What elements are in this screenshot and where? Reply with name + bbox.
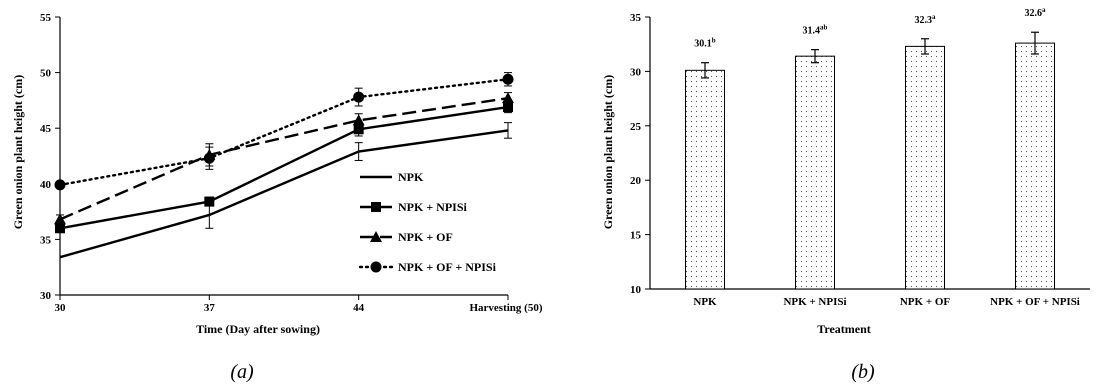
data-point — [352, 114, 365, 126]
bar-chart-panel: 10 15 20 25 30 35 30.1b NPK 31.4ab NPK + NPISi 32… — [560, 0, 1119, 392]
y-tick-label: 50 — [40, 68, 52, 80]
line-chart-ylabel: Green onion plant height (cm) — [11, 75, 25, 229]
bar — [685, 69, 725, 290]
bar-value-label: 30.1b — [694, 37, 716, 50]
line-chart-panel: 30 35 40 45 50 55 30 37 44 Harvesting (50) NPK NPK… — [11, 12, 543, 383]
legend-label: NPK + OF — [398, 230, 453, 244]
bar-group-3: 32.6a NPK + OF + NPISi — [990, 6, 1080, 308]
legend-marker — [370, 231, 382, 242]
series-3 — [54, 72, 514, 191]
bar — [1015, 42, 1055, 290]
bar-chart-ylabel: Green onion plant height (cm) — [601, 75, 615, 229]
y-tick-label: 20 — [630, 175, 642, 187]
legend-label: NPK + NPISi — [398, 200, 468, 214]
data-point — [502, 92, 514, 104]
x-tick-label: 30 — [55, 302, 67, 314]
line-chart-panel-label: (a) — [230, 361, 254, 383]
bar-value-superscript: b — [712, 37, 716, 45]
series-line — [59, 129, 509, 259]
line-chart-xlabel: Time (Day after sowing) — [196, 322, 320, 336]
legend-marker — [370, 261, 382, 273]
series-1 — [55, 101, 513, 234]
data-point — [54, 179, 66, 191]
line-chart-svg: 30 35 40 45 50 55 30 37 44 Harvesting (50) NPK NPK… — [11, 12, 543, 383]
data-point — [54, 213, 66, 225]
x-tick-label: NPK + OF — [900, 296, 951, 308]
bar-chart-xlabel: Treatment — [817, 322, 871, 336]
series-line — [59, 96, 509, 221]
y-tick-label: 40 — [40, 179, 52, 191]
legend-item-2: NPK + OF — [360, 230, 453, 244]
bar-value-superscript: a — [932, 13, 936, 21]
legend-item-3: NPK + OF + NPISi — [358, 260, 497, 274]
bar-value-label: 32.6a — [1025, 6, 1047, 19]
x-tick-label: 44 — [353, 302, 365, 314]
legend-label: NPK + OF + NPISi — [398, 260, 497, 274]
legend-label: NPK — [398, 170, 424, 184]
data-point — [502, 73, 514, 85]
y-tick-label: 45 — [40, 123, 52, 135]
bar-value-label: 31.4ab — [803, 24, 828, 37]
data-point — [353, 124, 364, 135]
data-point — [353, 91, 365, 103]
bar-value-label: 32.3a — [915, 13, 937, 26]
data-point — [503, 102, 513, 113]
y-tick-label: 35 — [630, 12, 642, 24]
y-tick-label: 55 — [40, 12, 52, 24]
y-tick-label: 15 — [630, 230, 642, 242]
y-tick-label: 10 — [630, 284, 642, 296]
x-tick-label: NPK + NPISi — [783, 296, 846, 308]
data-point — [204, 196, 215, 207]
x-tick-label: NPK + OF + NPISi — [990, 296, 1080, 308]
y-tick-label: 25 — [630, 121, 642, 133]
data-point — [55, 223, 65, 234]
bar-group-1: 31.4ab NPK + NPISi — [783, 24, 846, 308]
bar — [905, 45, 945, 290]
bar-value-superscript: a — [1042, 6, 1046, 14]
x-tick-label: NPK — [693, 296, 717, 308]
legend-item-1: NPK + NPISi — [360, 200, 468, 214]
bar-value-superscript: ab — [820, 24, 828, 32]
bar-chart-svg: 10 15 20 25 30 35 30.1b NPK 31.4ab NPK + NPISi 32… — [601, 6, 1090, 383]
legend-marker — [371, 202, 381, 212]
bar-group-0: 30.1b NPK — [685, 37, 725, 308]
bar-chart-panel-label: (b) — [851, 361, 875, 383]
bar-group-2: 32.3a NPK + OF — [900, 13, 951, 308]
legend-item-0: NPK — [360, 170, 424, 184]
series-line — [58, 78, 510, 187]
y-tick-label: 30 — [630, 66, 642, 78]
data-point — [203, 152, 215, 164]
x-tick-label: Harvesting (50) — [469, 302, 542, 314]
series-line — [59, 105, 509, 230]
y-tick-label: 30 — [40, 290, 52, 302]
y-tick-label: 35 — [40, 234, 52, 246]
x-tick-label: 37 — [204, 302, 216, 314]
bar — [795, 55, 835, 290]
